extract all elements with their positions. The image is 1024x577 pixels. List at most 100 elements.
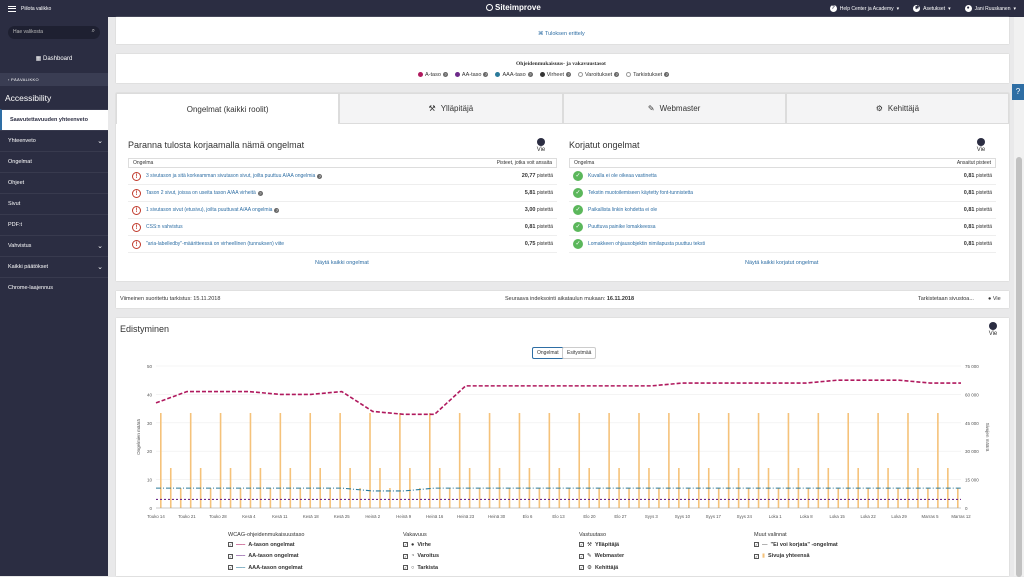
search-input[interactable]: Hae valikosta ⌕: [8, 26, 100, 39]
x-tick-label: Syys 17: [706, 514, 722, 519]
checkbox-icon[interactable]: ✓: [754, 553, 759, 559]
table-row[interactable]: ! CSS:n vahvistus 0,81 pistettä: [128, 219, 557, 236]
issue-link[interactable]: Tekstin muotoilemiseen käytetty font-tun…: [588, 190, 694, 196]
help-center-button[interactable]: ? Help Center ja Academy ▾: [829, 5, 900, 12]
sidebar-item-pages[interactable]: Sivut: [0, 193, 108, 214]
legend-group-title: Muut valinnat: [754, 531, 787, 538]
sidebar-item-issues[interactable]: Ongelmat: [0, 151, 108, 172]
page-count-bar: [777, 488, 780, 508]
checkbox-icon[interactable]: ✓: [228, 542, 233, 548]
fixed-export-button[interactable]: Vie: [974, 138, 988, 153]
question-icon[interactable]: ?: [317, 173, 323, 179]
performance-toggle[interactable]: Esitystmää: [562, 347, 597, 359]
sidebar-item-validation[interactable]: Vahvistus ⌄: [0, 235, 108, 256]
issue-link[interactable]: Paikallista linkin kohdetta ei ole: [588, 207, 658, 213]
tab-administrator[interactable]: ⚒ Ylläpitäjä: [339, 93, 563, 124]
table-row[interactable]: ! 3 sivutason ja sitä korkeamman sivutaso…: [128, 168, 557, 185]
question-icon[interactable]: ?: [257, 190, 263, 196]
page-scrollbar[interactable]: [1014, 17, 1024, 577]
table-row[interactable]: ✓ Tekstin muotoilemiseen käytetty font-tu…: [569, 185, 996, 202]
issue-link[interactable]: Lomakkeen ohjausobjektin nimilapusta puu…: [588, 241, 706, 247]
page-count-bar: [957, 488, 959, 508]
checkbox-icon[interactable]: ✓: [579, 542, 584, 548]
dashboard-link[interactable]: ▦ Dashboard: [35, 56, 73, 62]
table-row[interactable]: ✓ Lomakkeen ohjausobjektin nimilapusta pu…: [569, 236, 996, 253]
x-tick-label: Loka 29: [891, 514, 907, 519]
checkbox-icon[interactable]: ✓: [754, 542, 759, 548]
x-tick-label: Heinä 16: [426, 514, 444, 519]
back-label: PÄÄVALIKKO: [11, 77, 39, 82]
x-tick-label: Touko 14: [147, 514, 165, 519]
issue-link[interactable]: "aria-labelledby"-määritteessä on virhee…: [146, 241, 285, 247]
show-all-fixed-link[interactable]: Näytä kaikki korjatut ongelmat: [745, 260, 819, 266]
question-icon[interactable]: ?: [274, 207, 280, 213]
sidebar-item-pdfs[interactable]: PDF:t: [0, 214, 108, 235]
sidebar-item-guidelines[interactable]: Ohjeet: [0, 172, 108, 193]
legend-item[interactable]: ✓ ● Virhe: [403, 539, 439, 551]
legend-item[interactable]: ✓ — "Ei voi korjata" -ongelmat: [754, 539, 838, 551]
question-icon[interactable]: ?: [483, 72, 489, 77]
sidebar-item-label: Vahvistus: [8, 243, 32, 249]
legend-item[interactable]: ✓ ⚙ Kehittäjä: [579, 562, 624, 574]
question-icon[interactable]: ?: [566, 72, 572, 77]
legend-item[interactable]: ✓ ⚒ Ylläpitäjä: [579, 539, 624, 551]
legend-item[interactable]: ✓ ‒‒‒ AA-tason ongelmat: [228, 551, 304, 563]
checkbox-icon[interactable]: ✓: [228, 565, 233, 571]
legend-item[interactable]: ✓ ▮ Sivuja yhteensä: [754, 551, 838, 563]
user-menu[interactable]: ● Jani Ruuskanen ▾: [964, 5, 1016, 12]
legend-item[interactable]: ✓ ‒‒‒ A-tason ongelmat: [228, 539, 304, 551]
sidebar-item-summary[interactable]: Saavutettavuuden yhteenveto: [0, 109, 108, 130]
legend-item[interactable]: ✓ ‒‒‒ AAA-tason ongelmat: [228, 562, 304, 574]
tab-webmaster[interactable]: ✎ Webmaster: [562, 93, 786, 124]
issue-link[interactable]: Puuttuva painike lomakkeessa: [588, 224, 656, 230]
issues-toggle[interactable]: Ongelmat: [532, 347, 564, 359]
legend-item[interactable]: ✓ ◔ Varoitus: [403, 551, 439, 563]
question-icon[interactable]: ?: [527, 72, 533, 77]
scrollbar-thumb[interactable]: [1016, 157, 1022, 577]
tab-all-roles[interactable]: Ongelmat (kaikki roolit): [116, 93, 340, 124]
x-tick-label: Elo 13: [552, 514, 565, 519]
checkbox-icon[interactable]: ✓: [228, 553, 233, 559]
table-row[interactable]: ✓ Puuttuva painike lomakkeessa 0,81 pistet…: [569, 219, 996, 236]
table-row[interactable]: ! Tason 2 sivut, joissa on useita tason A…: [128, 185, 557, 202]
x-tick-label: Marras 5: [922, 514, 940, 519]
table-row[interactable]: ✓ Kuvalla ei ole oikeaa vastinetta 0,81 pi…: [569, 168, 996, 185]
issue-link[interactable]: Tason 2 sivut, joissa on useita tason A/…: [146, 190, 256, 196]
table-row[interactable]: ✓ Paikallista linkin kohdetta ei ole 0,81 …: [569, 202, 996, 219]
sidebar-item-chrome[interactable]: Chrome-laajennus: [0, 277, 108, 298]
tab-developer[interactable]: ⚙ Kehittäjä: [785, 93, 1009, 124]
issue-link[interactable]: 1 sivutason sivut (etusivu), joilta puut…: [146, 207, 273, 213]
checkbox-icon[interactable]: ✓: [403, 553, 408, 559]
checkbox-icon[interactable]: ✓: [579, 553, 584, 559]
issue-link[interactable]: CSS:n vahvistus: [146, 224, 183, 230]
help-tab[interactable]: ?: [1012, 84, 1024, 100]
progress-export-button[interactable]: Vie: [986, 322, 1000, 337]
menu-toggle[interactable]: Piilota valikko: [8, 5, 51, 12]
question-icon[interactable]: ?: [664, 72, 670, 77]
table-row[interactable]: ! 1 sivutason sivut (etusivu), joilta puu…: [128, 202, 557, 219]
y2-tick-label: 15 000: [965, 478, 979, 483]
brand-logo[interactable]: Siteimprove: [486, 3, 541, 12]
table-row[interactable]: ! "aria-labelledby"-määritteessä on virhe…: [128, 236, 557, 253]
checkbox-icon[interactable]: ✓: [403, 542, 408, 548]
question-icon[interactable]: ?: [442, 72, 448, 77]
legend-item[interactable]: ✓ ✎ Webmaster: [579, 551, 624, 563]
settings-button[interactable]: ✱ Asetukset ▾: [913, 5, 951, 12]
export-label: Vie: [976, 147, 986, 153]
issue-link[interactable]: 3 sivutason ja sitä korkeamman sivutason…: [146, 173, 316, 179]
main-menu-back[interactable]: ‹ PÄÄVALIKKO: [0, 73, 108, 86]
checkbox-icon[interactable]: ✓: [579, 565, 584, 571]
show-all-issues-link[interactable]: Näytä kaikki ongelmat: [315, 260, 369, 266]
error-icon: !: [132, 188, 141, 198]
sidebar-item-decisions[interactable]: Kaikki päätökset ⌄: [0, 256, 108, 277]
fix-export-button[interactable]: Vie: [534, 138, 548, 153]
results-breakdown-link[interactable]: ⌘ Tuloksen erittely: [538, 31, 585, 37]
points-value: 20,77 pistettä: [522, 173, 553, 179]
sidebar-item-overview[interactable]: Yhteenveto ⌄: [0, 130, 108, 151]
issue-link[interactable]: Kuvalla ei ole oikeaa vastinetta: [588, 173, 657, 179]
question-icon[interactable]: ?: [614, 72, 620, 77]
checkbox-icon[interactable]: ✓: [403, 565, 408, 571]
legend-item[interactable]: ✓ ○ Tarkista: [403, 562, 439, 574]
y-axis-label: Ongelmien määrä: [136, 419, 141, 455]
status-export-button[interactable]: ● Vie: [988, 296, 1001, 302]
